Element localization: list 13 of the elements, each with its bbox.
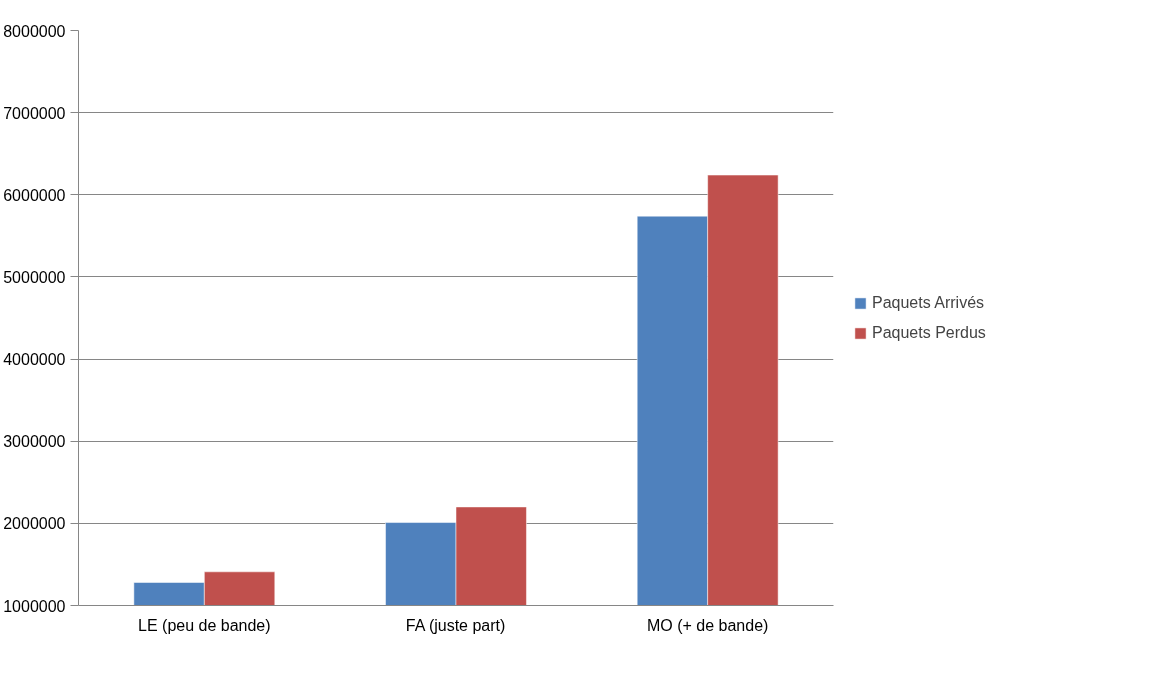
y-tick-label: 6000000 (3, 186, 66, 204)
y-tick-label: 8000000 (3, 22, 66, 40)
legend-label: Paquets Arrivés (872, 293, 985, 312)
legend-label: Paquets Perdus (872, 323, 986, 342)
y-tick-label: 1000000 (3, 597, 66, 615)
y-tick-label: 4000000 (3, 351, 66, 369)
x-tick-label: LE (peu de bande) (138, 616, 271, 634)
y-tick-label: 3000000 (3, 433, 66, 451)
x-tick-label: FA (juste part) (405, 616, 506, 634)
y-tick-label: 2000000 (3, 515, 66, 533)
y-tick-label: 7000000 (3, 104, 66, 122)
y-tick-label: 5000000 (3, 268, 66, 286)
x-tick-label: MO (+ de bande) (646, 616, 769, 634)
